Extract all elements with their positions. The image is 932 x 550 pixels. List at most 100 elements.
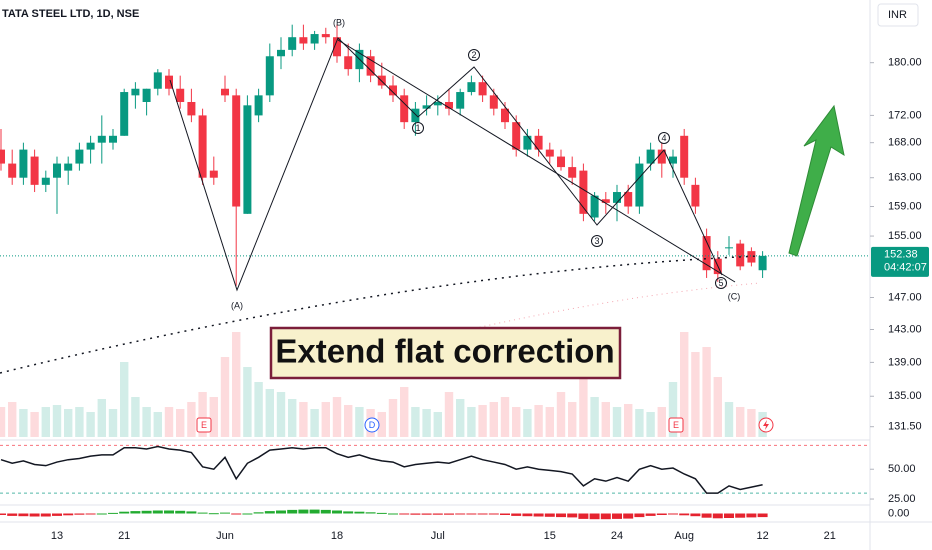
volume-bar [344, 405, 353, 437]
volume-bar [657, 407, 666, 437]
volume-bar [86, 412, 95, 437]
histogram-bar [399, 513, 410, 515]
candle-body [400, 95, 409, 123]
y-tick-label: 135.00 [888, 390, 922, 402]
candle-body [333, 37, 341, 57]
volume-bar [243, 367, 252, 437]
candle-body [176, 88, 185, 102]
candle-body [568, 167, 577, 178]
histogram-bar [186, 511, 197, 514]
volume-bar [265, 389, 274, 437]
candle-body [590, 195, 599, 218]
candle-body [557, 156, 565, 168]
candle-body [478, 82, 487, 96]
volume-bar [500, 397, 510, 437]
candle-body [131, 88, 140, 96]
candle-body [64, 163, 73, 171]
volume-bar [176, 409, 185, 437]
volume-bar [668, 382, 678, 437]
currency: INR [888, 9, 907, 21]
y-tick-label: 139.00 [888, 356, 922, 368]
volume-bar [187, 402, 196, 437]
candle-body [254, 95, 263, 116]
volume-bar [288, 399, 297, 437]
histogram-bar [119, 511, 130, 514]
histogram-bar [197, 512, 208, 514]
volume-bar [601, 402, 610, 437]
volume-bar [400, 387, 409, 437]
histogram-bar [556, 513, 566, 518]
histogram-bar [757, 513, 768, 518]
y-tick-label: 159.00 [888, 200, 922, 212]
currency-box[interactable] [877, 3, 919, 27]
histogram-bar [365, 512, 376, 514]
x-tick-label: 21 [824, 530, 836, 542]
volume-bar [64, 409, 73, 437]
volume-bar [209, 397, 218, 437]
volume-bar [232, 332, 241, 437]
event-marker[interactable] [668, 417, 684, 433]
histogram-bar [287, 509, 298, 514]
x-tick-label: 12 [756, 530, 768, 542]
histogram-bar [455, 513, 466, 515]
candle-body [277, 49, 285, 57]
candle-body [209, 170, 218, 178]
candle-body [0, 149, 5, 164]
histogram-bar [175, 510, 186, 514]
candle-body [489, 95, 498, 109]
volume-bar [220, 357, 230, 437]
volume-bar [422, 409, 431, 437]
histogram-bar [668, 513, 678, 515]
y-tick-label: 143.00 [888, 323, 922, 335]
histogram-bar [164, 510, 174, 514]
histogram-bar [477, 513, 488, 515]
candle-body [657, 149, 666, 164]
volume-bar [489, 402, 498, 437]
marks: 131.50 135.00 139.00 143.00 147.00 155.00 159.… [0, 24, 929, 542]
candle-body [736, 243, 745, 267]
candle-body [310, 34, 319, 44]
y-tick-label: 147.00 [888, 291, 922, 303]
candle-body [545, 149, 554, 157]
histogram-bar [522, 513, 533, 517]
histogram-bar [276, 510, 286, 514]
x-tick-label: Jun [216, 530, 234, 542]
candle-body [366, 56, 375, 76]
volume-bar [276, 392, 286, 437]
histogram-bar [85, 513, 96, 515]
event-marker[interactable] [364, 417, 380, 433]
volume-bar [467, 407, 476, 437]
wave-circle [412, 122, 424, 134]
histogram-bar [712, 513, 723, 519]
wave-circle [658, 132, 670, 144]
candle-body [467, 82, 476, 93]
candle-body [97, 135, 106, 143]
histogram-bar [253, 512, 264, 514]
event-marker[interactable] [196, 417, 212, 433]
volume-bar [590, 397, 599, 437]
candle-body [422, 105, 431, 109]
volume-bar [556, 392, 566, 437]
wave-label: (C) [728, 291, 741, 301]
candle-body [445, 101, 453, 109]
histogram-bar [589, 513, 600, 520]
histogram-bar [63, 513, 74, 516]
volume-bar [164, 407, 174, 437]
histogram-bar [488, 513, 499, 515]
wave-number: 1 [415, 123, 420, 133]
x-tick-label: Aug [674, 530, 694, 542]
volume-bar [30, 412, 39, 437]
histogram-bar [500, 513, 510, 515]
histogram-bar [567, 513, 578, 518]
histogram-bar [29, 513, 40, 517]
candle-body [389, 85, 397, 96]
volume-bar [568, 402, 577, 437]
volume-bar [52, 405, 62, 437]
volume-bar [254, 382, 263, 437]
histogram-bar [309, 509, 320, 514]
candle-body [41, 177, 50, 185]
candle-body [635, 163, 644, 207]
volume-bar [41, 407, 50, 437]
candle-body [53, 163, 61, 178]
